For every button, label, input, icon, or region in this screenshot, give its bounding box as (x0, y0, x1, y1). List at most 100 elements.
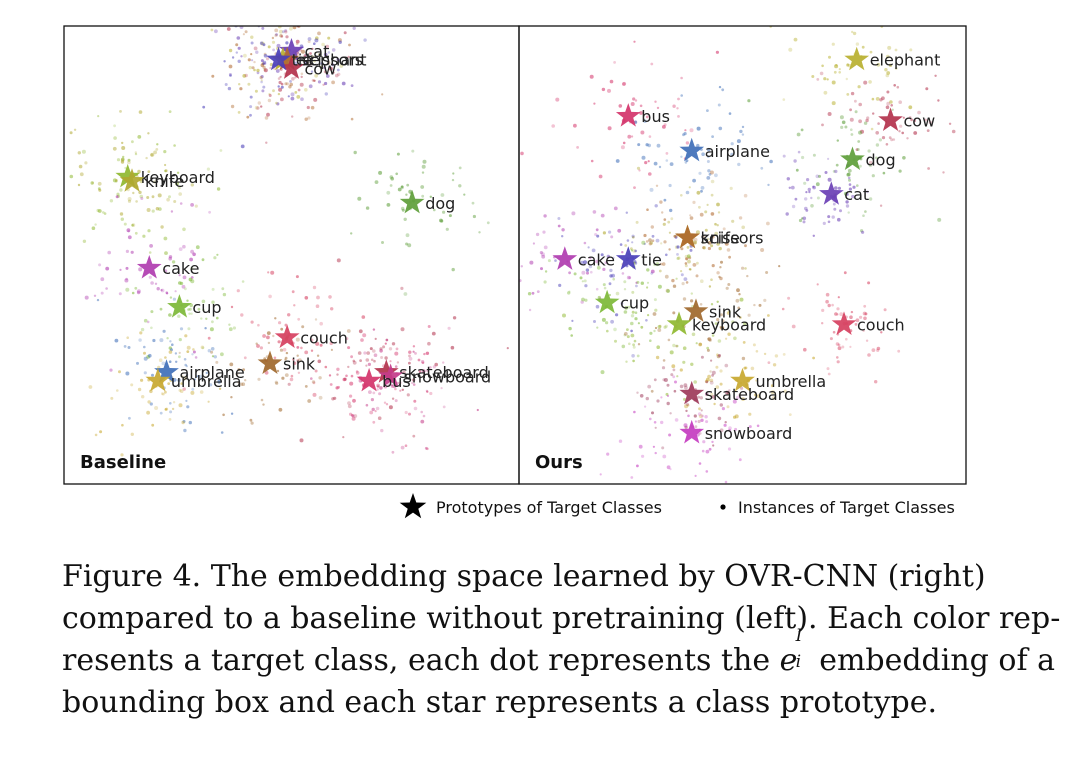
instance-dot (580, 300, 584, 304)
prototype-label-cow: cow (305, 59, 337, 78)
instance-dot (329, 383, 333, 386)
instance-dot (247, 82, 251, 86)
instance-dot (881, 96, 885, 101)
instance-dot (665, 392, 669, 396)
instance-dot (726, 391, 730, 395)
instance-dot (326, 74, 330, 78)
instance-dot (235, 51, 238, 54)
instance-dot (717, 103, 721, 107)
instance-dot (472, 214, 476, 219)
instance-dot (163, 150, 167, 154)
instance-dot (280, 82, 284, 86)
instance-dot (557, 224, 561, 228)
instance-dot (311, 47, 314, 50)
instance-dot (427, 325, 431, 328)
prototype-label-dog: dog (866, 151, 896, 170)
instance-dot (852, 17, 856, 21)
instance-dot (327, 51, 331, 54)
instance-dot (284, 20, 287, 23)
prototype-star-skateboard (679, 380, 705, 405)
instance-dot (440, 193, 445, 197)
instance-dot (310, 377, 313, 380)
instance-dot (205, 371, 208, 375)
instance-dot (613, 61, 616, 64)
instance-dot (640, 130, 645, 135)
instance-dot (721, 407, 726, 411)
instance-dot (660, 242, 663, 245)
instance-dot (645, 240, 649, 243)
instance-dot (229, 362, 234, 367)
instance-dot (107, 250, 111, 255)
instance-dot (684, 262, 688, 265)
instance-dot (852, 31, 857, 36)
instance-dot (112, 146, 117, 151)
instance-dot (767, 361, 771, 364)
instance-dot (696, 261, 699, 265)
instance-dot (281, 376, 285, 380)
instance-dot (607, 88, 611, 93)
instance-dot (844, 125, 848, 129)
instance-dot (278, 80, 282, 85)
instance-dot (721, 319, 725, 323)
instance-dot (172, 401, 176, 404)
instance-dot (861, 45, 865, 49)
instance-dot (462, 375, 465, 378)
instance-dot (863, 121, 868, 125)
instance-dot (836, 356, 839, 359)
instance-dot (150, 153, 154, 157)
instance-dot (771, 396, 776, 400)
instance-dot (182, 227, 186, 232)
instance-dot (529, 260, 534, 265)
instance-dot (103, 212, 107, 215)
instance-dot (886, 71, 891, 75)
instance-dot (908, 105, 913, 110)
instance-dot (726, 248, 731, 252)
instance-dot (706, 109, 709, 112)
instance-dot (207, 349, 211, 353)
instance-dot (174, 290, 177, 293)
instance-dot (621, 272, 625, 275)
instance-dot (188, 420, 192, 425)
instance-dot (711, 334, 715, 337)
instance-dot (84, 161, 88, 165)
instance-dot (604, 261, 608, 265)
instance-dot (250, 35, 254, 39)
instance-dot (652, 445, 656, 448)
prototype-label-sink: sink (709, 302, 742, 321)
instance-dot (668, 183, 672, 188)
instance-dot (265, 57, 270, 61)
instance-dot (637, 322, 641, 325)
instance-dot (891, 108, 894, 112)
instance-dot (146, 410, 151, 415)
instance-dot (620, 145, 625, 150)
instance-dot (694, 425, 698, 428)
instance-dot (342, 436, 345, 439)
instance-dot (148, 353, 152, 358)
instance-dot (200, 317, 203, 320)
instance-dot (697, 395, 701, 399)
instance-dot (158, 358, 163, 363)
instance-dot (386, 190, 391, 195)
instance-dot (661, 211, 664, 214)
instance-dot (142, 234, 146, 238)
instance-dot (426, 447, 429, 451)
instance-dot (183, 358, 187, 361)
instance-dot (607, 255, 610, 259)
instance-dot (693, 524, 696, 527)
instance-dot (153, 180, 157, 184)
instance-dot (770, 384, 774, 388)
panel-label: Baseline (80, 452, 166, 473)
instance-dot (694, 420, 698, 423)
instance-dot (363, 38, 367, 42)
instance-dot (835, 163, 839, 167)
instance-dot (625, 360, 628, 363)
instance-dot (653, 298, 657, 302)
instance-dot (888, 63, 893, 67)
prototype-star-snowboard (679, 419, 705, 444)
instance-dot (389, 184, 393, 187)
prototype-star-scissors (675, 224, 700, 249)
instance-dot (351, 416, 356, 421)
instance-dot (263, 54, 268, 58)
instance-dot (636, 391, 639, 394)
instance-dot (674, 418, 679, 422)
